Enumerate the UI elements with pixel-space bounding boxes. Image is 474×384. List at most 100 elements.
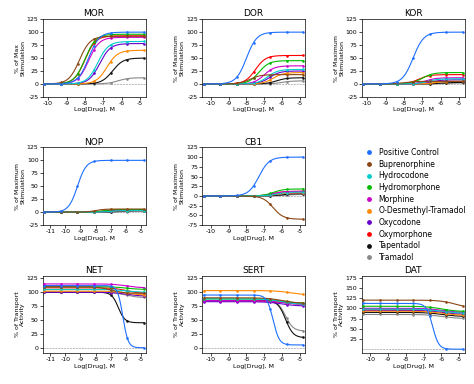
Point (140, 289, 148, 295)
Point (250, 298, 257, 304)
Point (217, 298, 224, 304)
Point (442, 309, 450, 315)
Point (91, 209, 98, 215)
Point (73, 283, 81, 289)
Point (107, 208, 115, 214)
Point (91, 43, 98, 49)
Point (459, 310, 466, 316)
Point (91, 81, 98, 87)
Point (266, 72, 274, 78)
Point (217, 81, 224, 87)
Point (107, 30, 114, 36)
Point (393, 80, 401, 86)
Point (91, 289, 98, 295)
Point (233, 80, 241, 86)
Point (250, 193, 257, 199)
Legend: Positive Control, Buprenorphine, Hydrocodone, Hydromorphone, Morphine, O-Desmeth: Positive Control, Buprenorphine, Hydroco… (360, 147, 467, 263)
Point (250, 288, 257, 294)
Point (200, 81, 208, 87)
Point (107, 79, 114, 86)
Point (40, 283, 48, 289)
Point (300, 78, 307, 84)
Point (40, 209, 48, 215)
Point (57, 209, 64, 215)
Point (124, 283, 131, 289)
X-axis label: Log[Drug], M: Log[Drug], M (233, 364, 274, 369)
Point (426, 31, 433, 37)
Point (107, 58, 114, 65)
Point (233, 193, 241, 199)
Point (409, 306, 417, 312)
Point (266, 297, 274, 303)
Title: DAT: DAT (404, 266, 422, 275)
Point (91, 209, 98, 215)
Title: KOR: KOR (404, 10, 422, 18)
Point (91, 283, 98, 289)
Point (300, 328, 307, 334)
Point (91, 284, 98, 290)
Point (266, 193, 274, 199)
Point (266, 30, 274, 36)
Point (217, 193, 224, 199)
Point (459, 80, 466, 86)
Title: DOR: DOR (244, 10, 264, 18)
Point (266, 298, 274, 304)
Point (107, 292, 115, 298)
Point (283, 190, 291, 196)
Point (123, 33, 131, 40)
Point (409, 81, 417, 87)
Point (57, 289, 64, 295)
Point (140, 207, 148, 214)
Point (74, 76, 82, 82)
Point (409, 311, 417, 318)
Point (73, 209, 81, 215)
Point (140, 29, 147, 35)
Point (426, 81, 433, 87)
Point (124, 291, 131, 298)
Point (409, 303, 417, 310)
Point (200, 296, 208, 302)
Point (360, 305, 367, 311)
Point (107, 209, 115, 215)
Point (409, 80, 417, 86)
Point (266, 54, 274, 60)
Point (140, 31, 147, 37)
Point (300, 342, 307, 348)
Point (57, 208, 64, 214)
Point (283, 319, 291, 325)
Point (91, 159, 98, 165)
Point (233, 81, 241, 87)
Point (124, 157, 131, 164)
Point (40, 209, 48, 215)
Point (200, 298, 208, 304)
Point (123, 41, 131, 47)
Point (40, 285, 48, 291)
Point (107, 290, 115, 296)
Point (393, 311, 401, 318)
Point (250, 81, 257, 87)
Point (266, 72, 274, 78)
Point (459, 29, 466, 35)
Point (57, 209, 64, 215)
Point (459, 70, 466, 76)
Point (57, 281, 64, 287)
Point (217, 81, 224, 87)
Point (40, 286, 48, 293)
Point (41, 81, 48, 87)
Point (217, 193, 224, 199)
Point (140, 75, 147, 81)
Point (107, 281, 115, 287)
Point (266, 192, 274, 199)
Point (140, 295, 148, 301)
Point (360, 81, 367, 87)
Point (91, 286, 98, 293)
Point (40, 209, 48, 215)
Point (266, 79, 274, 86)
Point (459, 71, 466, 78)
Point (266, 190, 274, 197)
Point (393, 81, 401, 87)
Point (250, 194, 257, 200)
Point (217, 193, 224, 199)
Point (250, 69, 257, 75)
Point (217, 298, 224, 304)
